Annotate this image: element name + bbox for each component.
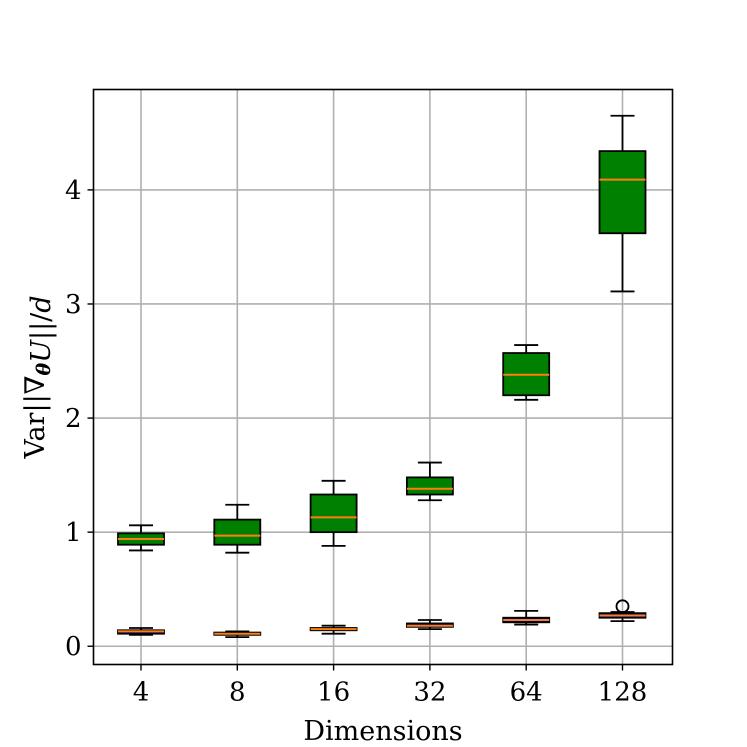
x-axis-label: Dimensions: [303, 716, 462, 747]
y-tick-label: 0: [65, 632, 82, 662]
x-tick-label: 8: [229, 678, 246, 708]
y-tick-label: 3: [65, 290, 82, 320]
box-layer: [117, 114, 647, 639]
x-tick-label: 4: [133, 678, 150, 708]
box-plot-item: [405, 461, 454, 502]
box-plot-item: [598, 114, 647, 293]
box-plot-item: [213, 503, 262, 554]
y-tick-label: 2: [65, 404, 82, 434]
outlier-point: [615, 599, 630, 614]
box-plot-item: [598, 599, 647, 623]
box-plot-item: [117, 524, 165, 552]
box: [405, 476, 454, 496]
box-plot-item: [502, 344, 551, 401]
plot-frame: [92, 88, 674, 666]
box-plot-item: [502, 609, 551, 626]
x-tick-label: 16: [317, 678, 350, 708]
grid-layer: [93, 89, 673, 665]
box-plot-item: [309, 479, 358, 547]
box-plot-item: [213, 630, 262, 639]
box: [309, 493, 358, 534]
y-tick-label: 4: [65, 176, 82, 206]
x-tick-label: 32: [413, 678, 446, 708]
box: [213, 518, 262, 546]
box: [598, 150, 647, 235]
x-tick-label: 64: [510, 678, 543, 708]
box-plot-item: [309, 624, 358, 635]
box-plot-item: [117, 627, 165, 636]
tick-layer: 0 1 2 3 4 4 8 16 32 64 128: [65, 176, 647, 708]
y-axis-label: Var||∇θU||/d: [20, 295, 57, 459]
x-tick-label: 128: [598, 678, 648, 708]
box-plot-item: [405, 619, 454, 631]
y-tick-label: 1: [65, 518, 82, 548]
